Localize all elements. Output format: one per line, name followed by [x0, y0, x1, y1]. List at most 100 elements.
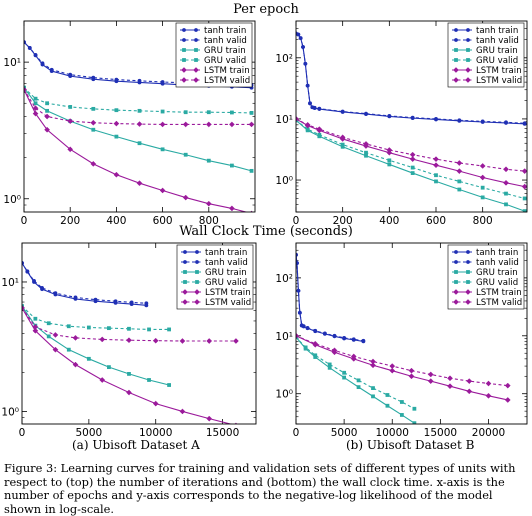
data-point: [456, 160, 463, 166]
data-point: [33, 52, 38, 57]
heading-wall-clock: Wall Clock Time (seconds): [179, 224, 353, 239]
legend-marker: [182, 38, 186, 42]
x-tick-label: 10000: [376, 427, 409, 439]
data-point: [52, 346, 59, 353]
legend-marker: [454, 38, 458, 42]
legend-marker: [466, 280, 470, 284]
data-point: [303, 345, 308, 350]
legend-marker: [465, 67, 471, 73]
data-point: [364, 150, 368, 155]
data-point: [68, 72, 73, 77]
legend-marker: [454, 58, 458, 62]
series-line: [24, 87, 252, 114]
data-point: [45, 101, 49, 106]
legend-marker: [183, 260, 187, 264]
data-point: [33, 96, 38, 101]
data-point: [457, 118, 462, 123]
data-point: [90, 160, 97, 167]
legend-item: GRU train: [181, 268, 247, 278]
data-point: [107, 365, 111, 370]
sublabel-dataset-a: (a) Ubisoft Dataset A: [72, 438, 200, 452]
legend-item: GRU valid: [180, 56, 246, 66]
data-point: [68, 105, 73, 109]
data-point: [312, 105, 317, 110]
data-point: [410, 115, 415, 120]
data-point: [206, 110, 211, 115]
legend-marker: [183, 270, 187, 274]
legend-label: tanh train: [476, 248, 518, 258]
data-point: [32, 327, 39, 334]
data-point: [371, 394, 375, 399]
legend-marker: [183, 250, 187, 254]
data-point: [447, 383, 453, 390]
data-point: [340, 142, 345, 147]
data-point: [370, 358, 376, 365]
legend-marker: [195, 250, 199, 254]
legend-item: LSTM train: [181, 288, 251, 298]
data-point: [25, 269, 30, 274]
legend-item: LSTM valid: [452, 298, 522, 308]
legend-item: tanh train: [180, 26, 246, 36]
legend-box: [447, 22, 525, 88]
y-tick-label: 10⁰: [275, 389, 293, 401]
series-line: [24, 89, 248, 212]
series-line: [296, 118, 525, 188]
legend-label: LSTM train: [204, 66, 250, 76]
legend-marker: [183, 280, 187, 284]
legend-marker: [454, 280, 458, 284]
data-point: [447, 375, 453, 382]
data-point: [427, 378, 434, 384]
data-point: [86, 325, 91, 330]
data-point: [504, 120, 508, 125]
legend-item: tanh train: [452, 26, 518, 36]
legend-item: GRU train: [180, 46, 246, 56]
data-point: [99, 336, 106, 343]
data-point: [40, 61, 45, 66]
data-point: [364, 153, 368, 158]
data-point: [32, 323, 39, 330]
legend-item: LSTM valid: [452, 76, 522, 86]
series-line: [22, 305, 170, 386]
legend-box: [447, 244, 525, 310]
plot-area: [296, 252, 511, 424]
data-point: [356, 385, 361, 390]
data-point: [342, 335, 347, 340]
data-point: [503, 166, 509, 173]
data-point: [296, 261, 299, 265]
legend-label: GRU train: [476, 268, 518, 278]
data-point: [147, 327, 151, 332]
data-point: [159, 121, 166, 128]
legend-item: LSTM train: [452, 288, 522, 298]
data-point: [385, 403, 390, 408]
data-point: [167, 383, 171, 387]
series-gru-valid: [296, 118, 527, 201]
legend-marker: [453, 77, 459, 83]
legend-item: GRU train: [452, 46, 518, 56]
legend-item: LSTM train: [180, 66, 250, 76]
legend-marker: [181, 77, 187, 83]
data-point: [40, 286, 44, 290]
data-point: [32, 110, 39, 117]
data-point: [389, 367, 396, 374]
series-lstm-valid: [24, 86, 255, 128]
data-point: [521, 183, 527, 190]
figure-caption: Figure 3: Learning curves for training a…: [4, 461, 516, 516]
data-point: [67, 118, 74, 125]
data-point: [427, 371, 434, 378]
data-point: [480, 119, 485, 124]
y-tick-label: 10⁰: [3, 194, 21, 206]
legend-marker: [182, 289, 188, 295]
series-line: [22, 305, 170, 330]
data-point: [522, 196, 527, 201]
data-point: [137, 78, 142, 83]
data-point: [313, 328, 318, 333]
data-point: [408, 367, 415, 374]
x-tick-label: 400: [106, 215, 126, 227]
data-point: [466, 378, 473, 384]
legend-label: tanh valid: [204, 36, 247, 46]
data-point: [387, 114, 392, 118]
series-line: [296, 335, 508, 401]
legend-marker: [182, 58, 186, 62]
